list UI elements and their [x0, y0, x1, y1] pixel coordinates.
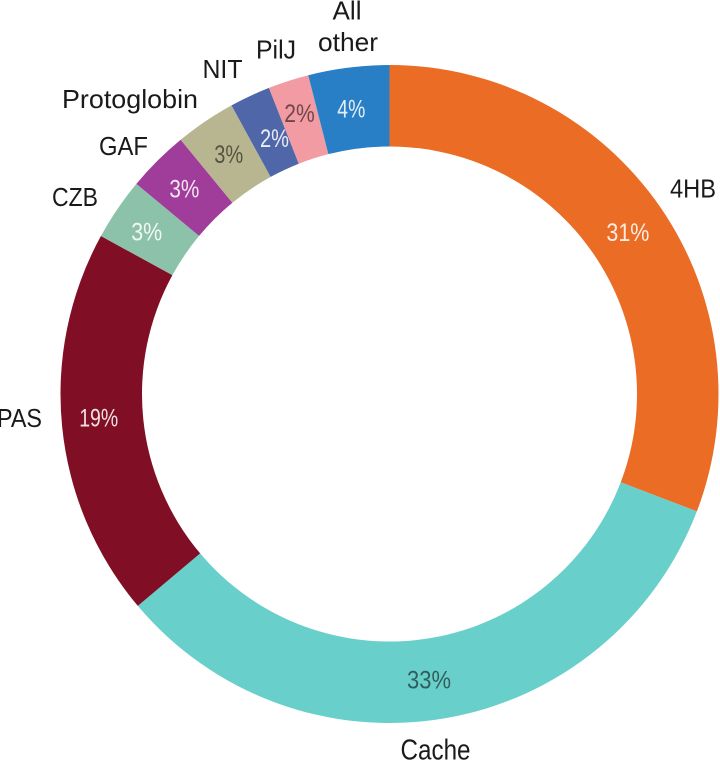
svg-text:31%: 31% — [606, 219, 649, 247]
svg-text:CZB: CZB — [52, 182, 98, 212]
svg-text:4HB: 4HB — [670, 174, 716, 204]
svg-text:PilJ: PilJ — [256, 35, 296, 65]
svg-text:4%: 4% — [337, 95, 365, 123]
svg-text:PAS: PAS — [0, 403, 42, 433]
svg-text:NIT: NIT — [203, 54, 243, 84]
svg-text:other: other — [318, 27, 378, 57]
svg-text:2%: 2% — [260, 125, 289, 153]
svg-text:Protoglobin: Protoglobin — [62, 84, 198, 114]
svg-text:All: All — [333, 0, 362, 26]
svg-text:3%: 3% — [131, 219, 162, 247]
svg-text:19%: 19% — [79, 404, 118, 432]
svg-text:3%: 3% — [169, 176, 199, 204]
svg-text:GAF: GAF — [99, 131, 148, 161]
svg-text:3%: 3% — [214, 141, 243, 169]
svg-text:33%: 33% — [407, 667, 451, 695]
svg-text:Cache: Cache — [401, 735, 471, 760]
svg-text:2%: 2% — [284, 100, 315, 128]
